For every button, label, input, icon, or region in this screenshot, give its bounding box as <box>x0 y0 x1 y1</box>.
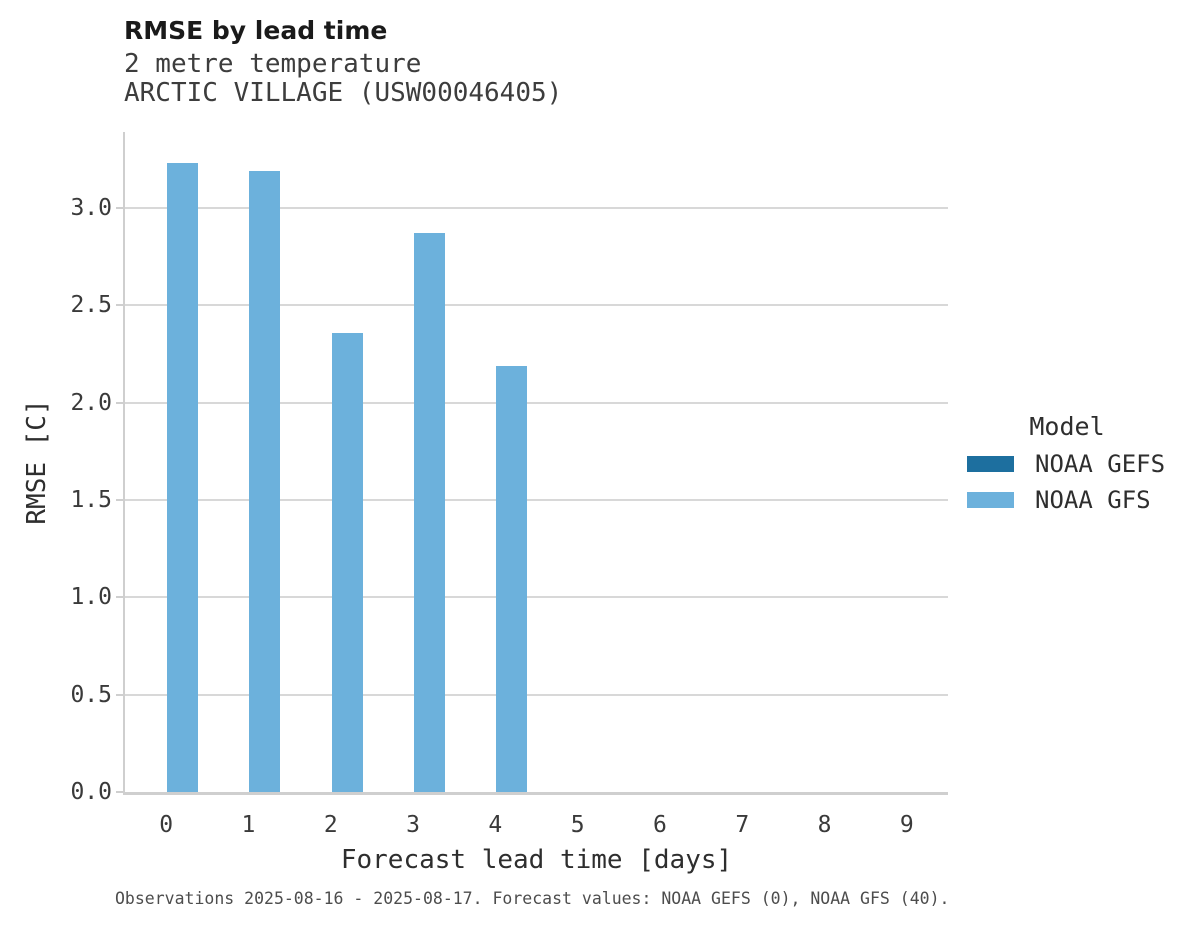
legend-title: Model <box>1029 412 1105 441</box>
gridline-y-1.5 <box>125 498 948 501</box>
chart-caption: Observations 2025-08-16 - 2025-08-17. Fo… <box>115 889 950 908</box>
x-tick-label-2: 2 <box>323 812 338 838</box>
legend-label: NOAA GFS <box>1035 486 1151 514</box>
y-tick-mark-0.5 <box>116 693 124 696</box>
x-axis-spine <box>123 792 948 795</box>
y-tick-mark-2.0 <box>116 401 124 404</box>
y-tick-label-2.5: 2.5 <box>70 292 112 319</box>
y-tick-label-1.0: 1.0 <box>70 584 112 611</box>
y-tick-label-2.0: 2.0 <box>70 389 112 416</box>
x-tick-label-5: 5 <box>570 812 585 838</box>
y-tick-label-0.0: 0.0 <box>70 779 112 805</box>
y-tick-label-1.5: 1.5 <box>70 486 112 513</box>
x-tick-label-4: 4 <box>488 812 503 838</box>
bar-noaa-gfs-day-2 <box>331 332 363 792</box>
x-tick-label-6: 6 <box>653 812 667 838</box>
x-tick-label-7: 7 <box>735 812 750 838</box>
chart-subtitle-station: ARCTIC VILLAGE (USW00046405) <box>124 78 563 108</box>
y-tick-mark-2.5 <box>116 304 124 307</box>
legend-swatch-icon <box>967 456 1014 472</box>
legend-label: NOAA GEFS <box>1035 450 1166 478</box>
x-tick-label-0: 0 <box>159 812 174 838</box>
gridline-y-2.0 <box>125 401 948 404</box>
bar-noaa-gfs-day-1 <box>249 170 281 792</box>
x-tick-label-1: 1 <box>241 812 256 838</box>
legend-item-noaa-gefs: NOAA GEFS <box>964 450 1170 478</box>
gridline-y-3.0 <box>125 206 948 209</box>
chart-subtitle-variable: 2 metre temperature <box>124 49 422 79</box>
y-tick-mark-1.0 <box>116 596 124 599</box>
bar-noaa-gfs-day-4 <box>496 365 528 792</box>
y-tick-label-0.5: 0.5 <box>70 681 112 708</box>
y-axis-spine <box>123 132 125 795</box>
x-tick-label-9: 9 <box>899 812 914 838</box>
y-tick-mark-3.0 <box>116 206 124 209</box>
y-axis-title: RMSE [C] <box>22 399 52 525</box>
plot-area <box>125 132 948 792</box>
x-tick-label-8: 8 <box>817 812 832 838</box>
legend: Model NOAA GEFS NOAA GFS <box>964 412 1170 527</box>
bar-noaa-gfs-day-0 <box>167 163 199 792</box>
legend-swatch-icon <box>967 492 1014 508</box>
y-tick-label-3.0: 3.0 <box>70 194 112 221</box>
x-tick-label-3: 3 <box>406 812 420 838</box>
gridline-y-1.0 <box>125 596 948 599</box>
gridline-y-2.5 <box>125 304 948 307</box>
y-tick-mark-1.5 <box>116 498 124 501</box>
gridline-y-0.5 <box>125 693 948 696</box>
chart-title: RMSE by lead time <box>124 16 388 45</box>
y-tick-mark-0.0 <box>116 791 124 793</box>
bar-noaa-gfs-day-3 <box>414 233 446 792</box>
x-axis-title: Forecast lead time [days] <box>340 845 733 875</box>
legend-item-noaa-gfs: NOAA GFS <box>964 486 1170 514</box>
legend-rows: NOAA GEFS NOAA GFS <box>964 450 1170 514</box>
